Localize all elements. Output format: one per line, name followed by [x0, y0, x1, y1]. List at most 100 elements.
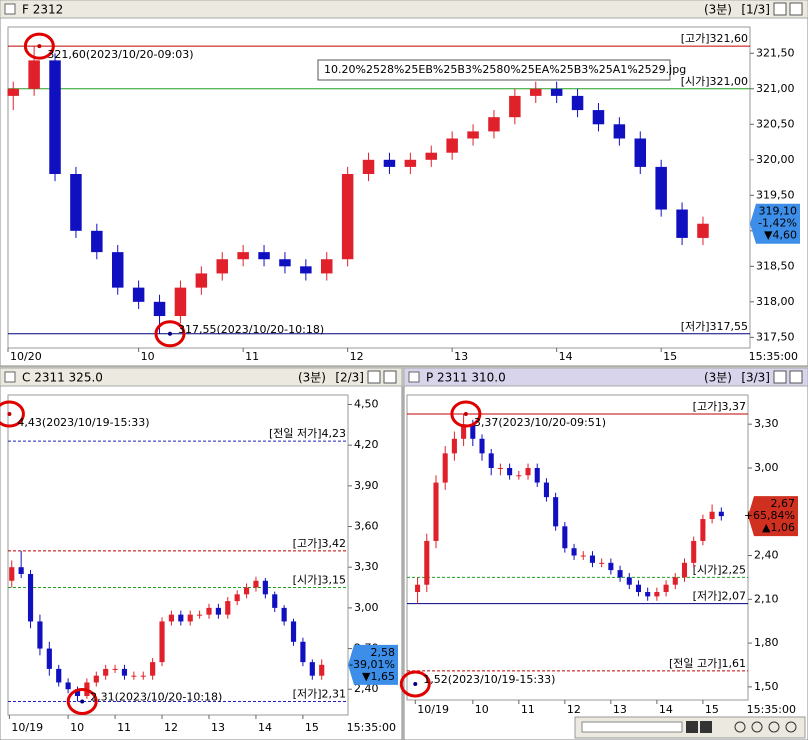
x-tick-label: 10 — [141, 350, 155, 363]
candle-body — [700, 519, 706, 541]
candle-body — [215, 607, 221, 615]
highlight-circle — [66, 687, 98, 715]
y-tick-label: 317,50 — [756, 330, 795, 343]
candle-body — [70, 174, 82, 231]
candle-body — [7, 88, 19, 96]
y-tick-label: 2,10 — [754, 592, 779, 605]
annotation-label: 321,60(2023/10/20-09:03) — [47, 48, 193, 61]
reference-label: [고가]3,42 — [293, 537, 346, 550]
y-tick-label: 2,40 — [754, 549, 779, 562]
page-indicator: [2/3] — [335, 371, 364, 385]
annotation-label: 4,43(2023/10/19-15:33) — [17, 416, 149, 429]
candle-body — [234, 594, 240, 602]
checkbox[interactable] — [4, 3, 16, 15]
highlight-circle — [154, 320, 186, 348]
reference-label: [시가]321,00 — [681, 75, 748, 88]
reference-label: [저가]2,31 — [293, 687, 346, 700]
price-box — [750, 203, 800, 244]
candle-body — [488, 117, 500, 132]
candle-body — [258, 252, 270, 260]
time-label: 15:35:00 — [747, 703, 796, 716]
plot-frame — [406, 394, 749, 701]
candle-body — [197, 614, 203, 616]
candle-body — [470, 424, 476, 439]
change: ▼4,60 — [764, 229, 797, 242]
x-tick-label: 13 — [454, 350, 468, 363]
x-tick-label: 10/19 — [417, 703, 449, 716]
x-tick-label: 10/19 — [11, 721, 43, 734]
window-button[interactable] — [367, 370, 381, 384]
x-tick-label: 10 — [70, 721, 84, 734]
candle-body — [592, 110, 605, 125]
candle-body — [49, 60, 61, 175]
candle-body — [497, 467, 503, 469]
candle-body — [507, 467, 513, 476]
candle-body — [319, 664, 325, 676]
close-button[interactable] — [789, 2, 803, 16]
reference-label: [시가]3,15 — [293, 574, 346, 587]
chart-panel: F 2312(3분)[1/3]317,50318,00318,50319,003… — [0, 0, 808, 367]
x-tick-label: 12 — [567, 703, 581, 716]
y-tick-label: 1,50 — [754, 680, 779, 693]
annotation-point — [7, 411, 12, 416]
play-button[interactable] — [686, 721, 698, 733]
annotation-point — [37, 44, 42, 49]
reference-label: [전일 저가]4,23 — [269, 426, 346, 440]
checkbox[interactable] — [408, 371, 420, 383]
candle-body — [488, 453, 494, 468]
checkbox[interactable] — [4, 371, 16, 383]
highlight-circle — [0, 400, 25, 428]
candle-body — [279, 259, 291, 267]
reference-label: [고가]3,37 — [693, 400, 746, 413]
zoom-out[interactable] — [751, 721, 763, 733]
window-button[interactable] — [773, 2, 787, 16]
candle-body — [655, 166, 667, 210]
y-tick-label: 2,40 — [354, 682, 379, 695]
candle-body — [608, 562, 614, 571]
y-tick-label: 320,00 — [756, 153, 795, 166]
candle-body — [309, 662, 315, 676]
candle-body — [150, 662, 156, 676]
x-tick-label: 14 — [659, 703, 673, 716]
zoom-reset[interactable] — [768, 721, 780, 733]
candle-body — [635, 584, 642, 593]
candle-body — [467, 131, 479, 139]
candle-body — [168, 614, 175, 622]
candle-body — [111, 252, 124, 288]
candle-body — [617, 570, 623, 578]
x-tick-label: 11 — [245, 350, 259, 363]
candle-body — [28, 60, 40, 89]
y-tick-label: 3,60 — [354, 520, 379, 533]
x-tick-label: 11 — [117, 721, 131, 734]
candle-body — [91, 230, 103, 253]
stop-button[interactable] — [700, 721, 712, 733]
candle-body — [645, 592, 651, 597]
y-tick-label: 320,50 — [756, 117, 795, 130]
candle-body — [362, 159, 375, 175]
annotation-label: 1,52(2023/10/19-15:33) — [423, 673, 555, 686]
candle-body — [187, 614, 193, 622]
candle-body — [442, 453, 448, 483]
candle-body — [225, 601, 231, 615]
y-tick-label: 3,90 — [354, 479, 379, 492]
window-button[interactable] — [773, 370, 787, 384]
zoom-in[interactable] — [734, 721, 746, 733]
candle-body — [281, 607, 287, 622]
scroll-bar[interactable] — [581, 721, 683, 733]
x-tick-label: 15 — [305, 721, 319, 734]
x-tick-label: 15 — [663, 350, 677, 363]
candle-body — [571, 548, 577, 556]
candle-body — [404, 159, 417, 167]
candle-body — [27, 573, 34, 622]
x-tick-label: 14 — [258, 721, 272, 734]
zoom-fit[interactable] — [785, 721, 797, 733]
close-button[interactable] — [383, 370, 397, 384]
candle-body — [300, 266, 312, 274]
close-button[interactable] — [789, 370, 803, 384]
candle-body — [709, 511, 715, 520]
y-tick-label: 3,00 — [754, 461, 779, 474]
candle-body — [37, 621, 43, 649]
candle-body — [534, 467, 540, 483]
x-tick-label: 14 — [559, 350, 573, 363]
x-tick-label: 11 — [521, 703, 535, 716]
